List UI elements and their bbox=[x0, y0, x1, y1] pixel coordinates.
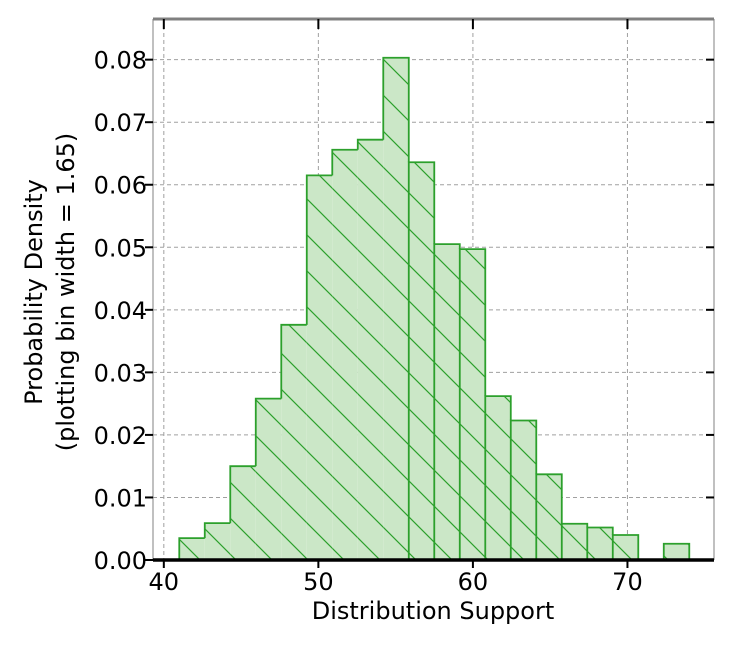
bar-outline bbox=[458, 248, 487, 560]
x-tick-label: 60 bbox=[458, 568, 489, 596]
histogram-bars bbox=[178, 56, 691, 560]
y-tick-label: 0.01 bbox=[94, 484, 147, 512]
y-axis-label: Probability Density (plotting bin width … bbox=[20, 133, 80, 452]
histogram-bar bbox=[255, 398, 282, 560]
bar-outline bbox=[178, 537, 205, 560]
bar-outline bbox=[586, 526, 614, 560]
y-tick-label: 0.03 bbox=[94, 359, 147, 387]
histogram-bar bbox=[383, 57, 409, 560]
y-tick-label: 0.08 bbox=[94, 47, 147, 75]
histogram-bar bbox=[434, 244, 460, 560]
histogram-bar bbox=[536, 474, 562, 560]
bar-outline bbox=[254, 397, 282, 467]
bar-outline bbox=[229, 465, 256, 524]
y-axis-label-line-1: Probability Density bbox=[20, 179, 48, 405]
histogram-bar bbox=[663, 543, 690, 560]
bar-outline bbox=[560, 522, 589, 560]
bar-outline bbox=[407, 161, 436, 560]
y-tick-label: 0.05 bbox=[94, 234, 147, 262]
histogram-bar bbox=[587, 527, 613, 560]
y-tick-label: 0.06 bbox=[94, 172, 147, 200]
bar-outline bbox=[611, 534, 640, 560]
histogram-bar bbox=[561, 523, 588, 560]
histogram-bar bbox=[306, 175, 333, 560]
bar-outline bbox=[356, 138, 384, 150]
x-tick-label: 40 bbox=[149, 568, 180, 596]
y-tick-label: 0.00 bbox=[94, 547, 147, 575]
histogram-bar bbox=[281, 324, 307, 560]
histogram-bar bbox=[485, 396, 511, 560]
bar-outline bbox=[280, 323, 307, 399]
y-axis-label-line-2: (plotting bin width = 1.65) bbox=[52, 133, 80, 452]
bar-outline bbox=[484, 395, 512, 560]
bar-outline bbox=[203, 522, 231, 539]
histogram-bar bbox=[357, 139, 384, 560]
histogram-bar bbox=[230, 466, 256, 560]
y-tick-label: 0.07 bbox=[94, 109, 147, 137]
histogram-bar bbox=[510, 420, 537, 560]
axes bbox=[145, 17, 715, 568]
histogram-bar bbox=[459, 249, 486, 560]
histogram-bar bbox=[204, 523, 231, 560]
x-axis-label: Distribution Support bbox=[312, 597, 555, 625]
histogram-bar bbox=[408, 162, 435, 560]
bar-outline bbox=[305, 174, 333, 325]
bar-outline bbox=[535, 473, 563, 560]
bar-outline bbox=[433, 243, 461, 560]
y-tick-label: 0.02 bbox=[94, 422, 147, 450]
y-tick-label: 0.04 bbox=[94, 297, 147, 325]
bar-outline bbox=[382, 56, 410, 163]
histogram-bar bbox=[332, 149, 358, 560]
histogram-bar bbox=[612, 534, 639, 560]
bar-outline bbox=[662, 542, 691, 560]
x-tick-label: 50 bbox=[303, 568, 334, 596]
bar-outline bbox=[331, 148, 358, 176]
bar-outline bbox=[509, 419, 538, 560]
histogram-bar bbox=[179, 538, 205, 560]
x-tick-label: 70 bbox=[612, 568, 643, 596]
tick-labels: 40 50 60 70 0.00 0.01 0.02 0.03 0.04 0.05 0.06 0.07… bbox=[94, 47, 643, 596]
